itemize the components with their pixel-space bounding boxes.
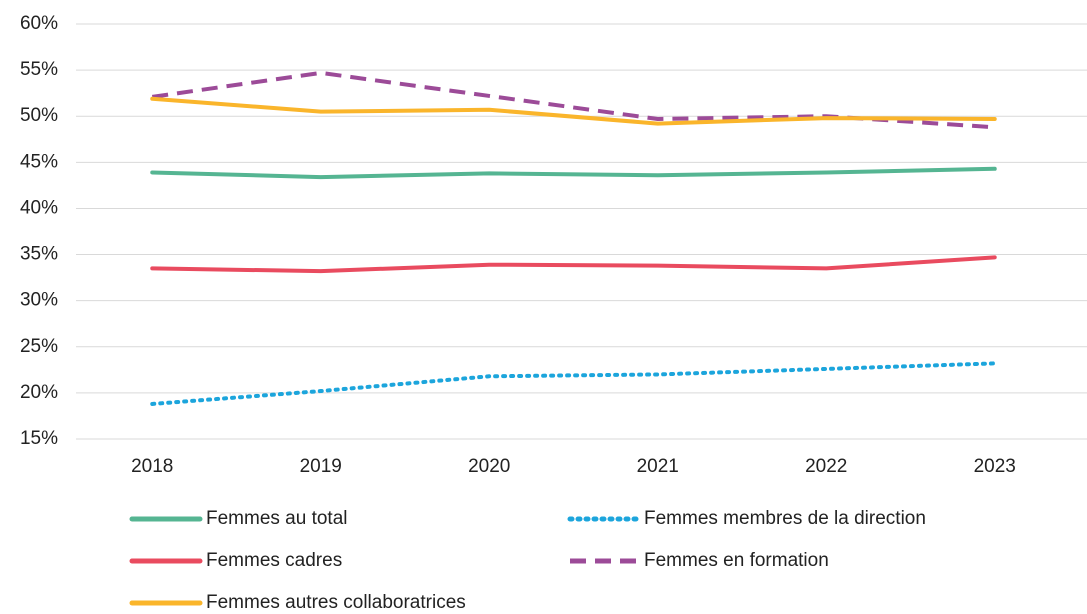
legend-label: Femmes en formation: [644, 550, 829, 571]
x-tick-label: 2020: [468, 456, 510, 477]
series-line: [150, 96, 997, 126]
series-line: [150, 166, 997, 180]
x-tick-label: 2023: [974, 456, 1016, 477]
y-tick-label: 30%: [20, 290, 58, 311]
series-line: [150, 255, 997, 274]
series-line: [150, 361, 997, 406]
x-tick-label: 2021: [637, 456, 679, 477]
y-tick-label: 15%: [20, 428, 58, 449]
y-tick-label: 60%: [20, 13, 58, 34]
legend-label: Femmes cadres: [206, 550, 342, 571]
x-tick-label: 2022: [805, 456, 847, 477]
y-tick-label: 50%: [20, 105, 58, 126]
y-tick-label: 25%: [20, 336, 58, 357]
x-tick-label: 2019: [300, 456, 342, 477]
y-tick-label: 20%: [20, 382, 58, 403]
y-tick-label: 40%: [20, 197, 58, 218]
y-tick-label: 45%: [20, 151, 58, 172]
legend-label: Femmes membres de la direction: [644, 508, 926, 529]
y-tick-label: 55%: [20, 59, 58, 80]
x-tick-label: 2018: [131, 456, 173, 477]
y-tick-label: 35%: [20, 244, 58, 265]
legend-label: Femmes au total: [206, 508, 348, 529]
legend-label: Femmes autres collaboratrices: [206, 592, 466, 613]
